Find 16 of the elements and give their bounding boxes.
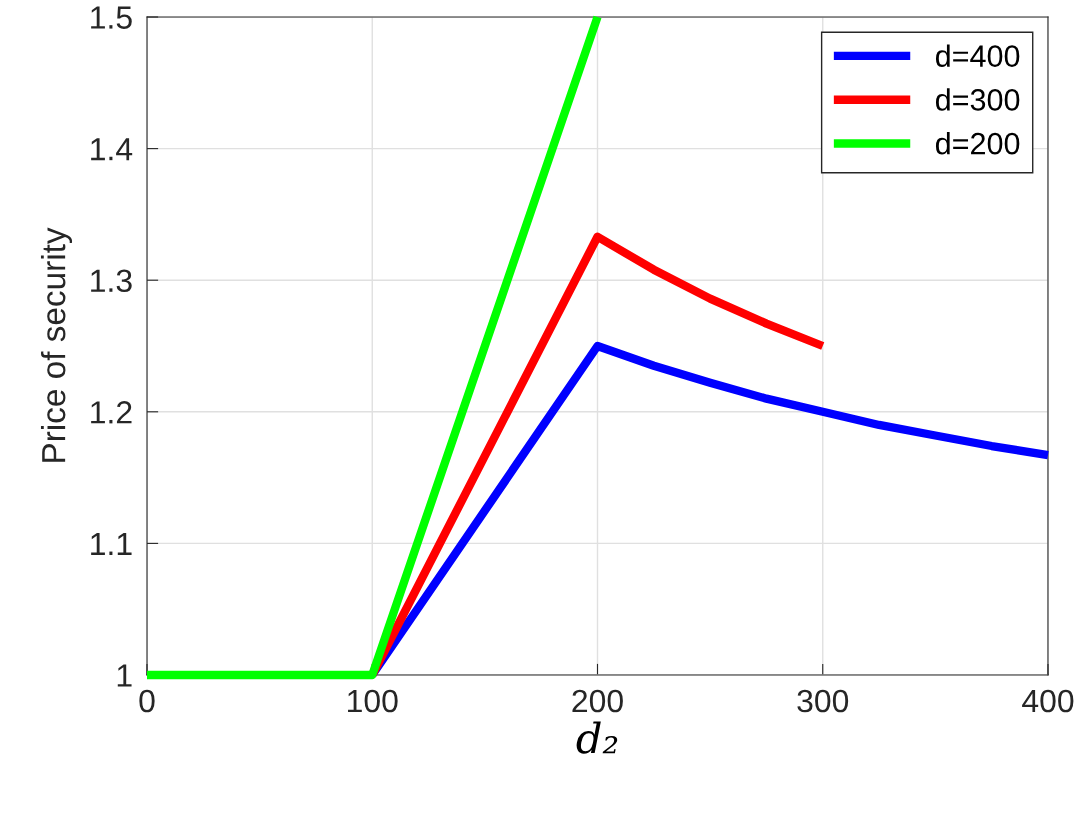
x-tick-label: 0 xyxy=(139,689,155,713)
legend-label: d=400 xyxy=(935,44,1020,67)
x-tick-label: 100 xyxy=(348,689,398,713)
y-tick-label: 1.5 xyxy=(91,6,132,29)
legend-label: d=300 xyxy=(935,88,1020,111)
y-tick-label: 1.2 xyxy=(91,401,132,424)
x-tick-label: 400 xyxy=(1022,689,1074,713)
x-axis-title: d₂ xyxy=(576,721,618,754)
y-tick-label: 1.4 xyxy=(91,138,133,161)
x-tick-label: 200 xyxy=(572,689,623,713)
x-tick-label: 300 xyxy=(797,689,849,713)
legend-label: d=200 xyxy=(935,132,1020,155)
y-tick-label: 1.1 xyxy=(91,533,132,555)
y-axis-title: Price of security xyxy=(40,227,73,462)
y-tick-label: 1 xyxy=(117,664,132,687)
y-tick-label: 1.3 xyxy=(91,269,132,293)
